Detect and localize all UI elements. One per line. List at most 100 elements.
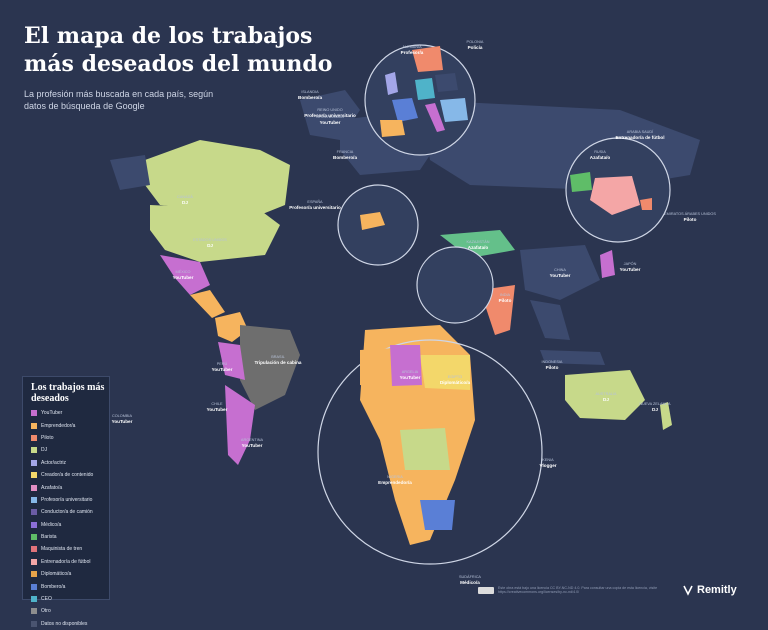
country-label: CANADÁ DJ <box>177 195 193 205</box>
legend-swatch <box>31 558 37 565</box>
africa-central <box>400 428 450 470</box>
country-job: Emprendedor/a <box>378 480 412 486</box>
legend-item: Profesor/a universitario <box>31 494 93 506</box>
legend-swatch <box>31 484 37 491</box>
europe-italy <box>425 103 445 132</box>
country-name: RUSIA <box>594 150 606 154</box>
country-label: GROENLANDIA YouTuber <box>316 115 344 125</box>
country-job: Profesor/a universitario <box>304 113 356 119</box>
country-job: YouTuber <box>319 120 341 126</box>
legend-label: Actor/actriz <box>41 459 67 466</box>
legend-label: Maquinista de tren <box>41 546 83 553</box>
country-label: CHILE YouTuber <box>207 402 228 412</box>
legend-swatch <box>31 596 37 603</box>
country-label: PERÚ YouTuber <box>212 362 233 372</box>
landmass-southeast-asia <box>530 300 570 340</box>
country-name: ARGELIA <box>401 370 419 374</box>
country-job: YouTuber <box>549 273 571 279</box>
license-text: Este obra está bajo una licencia CC BY-N… <box>498 586 658 595</box>
legend-label: Barista <box>41 534 57 541</box>
europe-poland <box>435 73 458 92</box>
country-job: Bombero/a <box>333 155 357 161</box>
legend-list: YouTuber Emprendedor/a Piloto DJ Actor/actri… <box>31 407 93 630</box>
country-name: INDONESIA <box>541 360 563 364</box>
country-name: AUSTRALIA <box>595 392 617 396</box>
country-name: NUEVA ZELANDA <box>639 402 671 406</box>
saudi-arabia <box>590 176 640 215</box>
page-title: El mapa de los trabajos más deseados del… <box>24 22 332 78</box>
brand-name: Remitly <box>697 584 737 596</box>
country-label: KAZAJISTÁN Azafata/o <box>467 240 490 250</box>
country-job: Médico/a <box>460 580 480 586</box>
country-name: COLOMBIA <box>111 414 133 418</box>
legend-item: Emprendedor/a <box>31 419 93 431</box>
caribbean-islands <box>360 212 385 230</box>
subtitle: La profesión más buscada en cada país, s… <box>24 89 214 111</box>
remitly-icon <box>683 585 693 596</box>
country-name: CANADÁ <box>177 195 193 199</box>
country-label: EMIRATOS ÁRABES UNIDOS Piloto <box>664 212 716 222</box>
africa-zoom-circle <box>317 339 543 565</box>
country-name: CHINA <box>554 268 566 272</box>
africa-egypt <box>420 355 470 390</box>
landmass-alaska <box>110 155 150 190</box>
europe-germany <box>415 78 435 100</box>
legend-label: CEO <box>41 596 52 603</box>
country-name: BRASIL <box>271 355 285 359</box>
legend-item: Barista <box>31 531 93 543</box>
legend-item: Médico/a <box>31 519 93 531</box>
country-label: RUSIA Azafata/o <box>590 150 610 160</box>
country-name: JAPÓN <box>623 262 637 266</box>
landmass-japan <box>600 250 615 278</box>
uae <box>640 198 652 210</box>
country-job: YouTuber <box>619 267 641 273</box>
legend-swatch <box>31 472 37 479</box>
legend-swatch <box>31 422 37 429</box>
brand-logo: Remitly <box>682 584 737 596</box>
country-name: ISLANDIA <box>301 90 319 94</box>
legend-label: Entrenador/a de fútbol <box>41 558 91 565</box>
legend-item: DJ <box>31 444 93 456</box>
country-job: Profesor/a <box>400 50 424 56</box>
legend-label: Emprendedor/a <box>41 422 76 429</box>
landmass-australia <box>565 370 645 420</box>
africa-algeria <box>390 345 422 386</box>
country-label: NIGERIA Emprendedor/a <box>378 475 412 485</box>
country-name: EGIPTO <box>447 375 463 379</box>
country-label: POLONIA Policía <box>467 40 484 50</box>
legend-swatch <box>31 534 37 541</box>
landmass-peru <box>218 342 245 380</box>
country-label: ISLANDIA Bombero/a <box>298 90 322 100</box>
legend-item: YouTuber <box>31 407 93 419</box>
landmass-central-america <box>190 290 225 318</box>
landmass-usa <box>150 205 280 262</box>
country-name: ARGENTINA <box>240 438 264 442</box>
legend-label: Creador/a de contenido <box>41 472 94 479</box>
legend: Los trabajos más deseados YouTuber Empren… <box>22 376 110 627</box>
legend-swatch <box>31 410 37 417</box>
legend-item: Diplomático/a <box>31 568 93 580</box>
country-name: POLONIA <box>466 40 484 44</box>
legend-swatch <box>31 459 37 466</box>
country-job: Azafata/o <box>467 245 489 251</box>
country-job: YouTuber <box>172 275 194 281</box>
country-job: YouTuber <box>211 367 233 373</box>
license-badge <box>478 587 494 594</box>
country-name: KENIA <box>542 458 554 462</box>
country-name: KAZAJISTÁN <box>466 240 490 244</box>
europe-scandinavia <box>412 46 443 72</box>
country-label: ESTADOS UNIDOS DJ <box>193 238 227 248</box>
europe-uk <box>385 72 398 95</box>
landmass-new-zealand <box>660 402 672 430</box>
country-job: Tripulación de cabina <box>254 360 302 366</box>
country-label: INDIA Piloto <box>499 293 512 303</box>
legend-label: Azafato/a <box>41 484 63 491</box>
country-label: KENIA Vlogger <box>539 458 556 468</box>
legend-label: Bombero/a <box>41 583 66 590</box>
legend-item: Actor/actriz <box>31 457 93 469</box>
landmass-mexico <box>160 255 210 295</box>
country-job: Piloto <box>498 298 512 304</box>
legend-item: Creador/a de contenido <box>31 469 93 481</box>
country-name: GROENLANDIA <box>316 115 344 119</box>
